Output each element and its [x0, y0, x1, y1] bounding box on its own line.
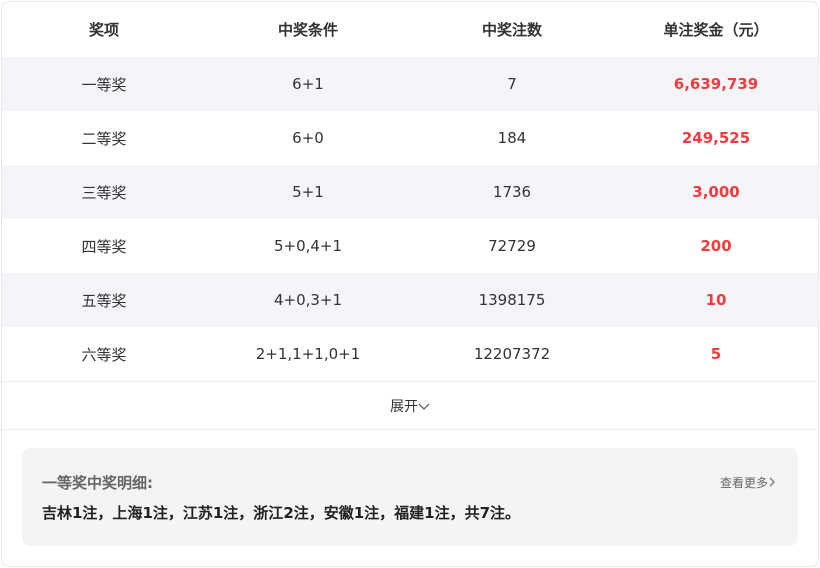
prize-amount: 10 — [705, 291, 727, 309]
win-count: 12207372 — [473, 345, 551, 363]
table-row: 一等奖 6+1 7 6,639,739 — [2, 57, 818, 111]
prize-level: 五等奖 — [81, 291, 127, 310]
header-prize: 单注奖金（元） — [663, 21, 769, 39]
prize-level: 一等奖 — [81, 75, 127, 94]
win-condition: 6+1 — [292, 75, 324, 93]
win-count: 1736 — [492, 183, 532, 201]
table-row: 四等奖 5+0,4+1 72729 200 — [2, 219, 818, 273]
header-level: 奖项 — [88, 21, 119, 39]
chevron-right-icon — [769, 477, 775, 487]
table-header: 奖项 中奖条件 中奖注数 单注奖金（元） — [2, 2, 818, 57]
win-count: 1398175 — [478, 291, 546, 309]
first-prize-detail: 一等奖中奖明细: 查看更多 吉林1注，上海1注，江苏1注，浙江2注，安徽1注，福… — [22, 448, 798, 546]
expand-button[interactable]: 展开 — [2, 381, 818, 430]
view-more-label: 查看更多 — [719, 476, 768, 490]
prize-level: 四等奖 — [81, 237, 127, 256]
header-condition: 中奖条件 — [277, 21, 338, 39]
prize-amount: 5 — [710, 345, 722, 363]
detail-title: 一等奖中奖明细: — [42, 474, 153, 492]
view-more-link[interactable]: 查看更多 — [720, 474, 776, 491]
win-condition: 5+1 — [292, 183, 324, 201]
prize-amount: 6,639,739 — [673, 75, 759, 93]
prize-amount: 3,000 — [692, 183, 740, 201]
prize-level: 六等奖 — [81, 345, 127, 364]
table-row: 六等奖 2+1,1+1,0+1 12207372 5 — [2, 327, 818, 381]
prize-amount: 200 — [700, 237, 732, 255]
win-condition: 2+1,1+1,0+1 — [255, 345, 361, 363]
win-count: 7 — [507, 75, 517, 93]
chevron-down-icon — [418, 403, 430, 410]
win-count: 184 — [497, 129, 527, 147]
win-condition: 5+0,4+1 — [273, 237, 343, 255]
win-condition: 6+0 — [292, 129, 324, 147]
prize-amount: 249,525 — [681, 129, 751, 147]
table-row: 三等奖 5+1 1736 3,000 — [2, 165, 818, 219]
table-row: 五等奖 4+0,3+1 1398175 10 — [2, 273, 818, 327]
table-row: 二等奖 6+0 184 249,525 — [2, 111, 818, 165]
header-count: 中奖注数 — [481, 21, 542, 39]
win-condition: 4+0,3+1 — [273, 291, 343, 309]
win-count: 72729 — [488, 237, 536, 255]
prize-level: 三等奖 — [81, 183, 127, 202]
detail-text: 吉林1注，上海1注，江苏1注，浙江2注，安徽1注，福建1注，共7注。 — [42, 504, 521, 522]
expand-label: 展开 — [390, 398, 418, 415]
prize-level: 二等奖 — [81, 129, 127, 148]
